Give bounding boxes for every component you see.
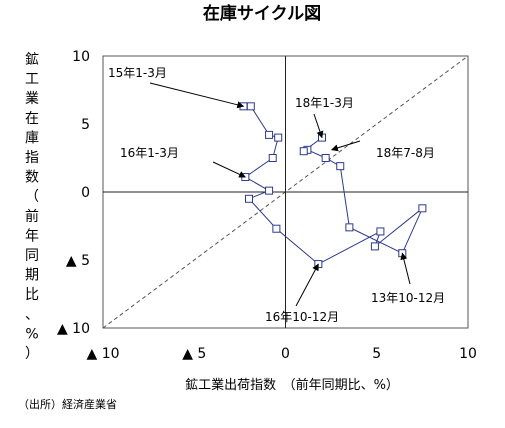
annotation-label: 16年1-3月 bbox=[120, 146, 179, 160]
annotations-group: 15年1-3月 16年1-3月 18年1-3月 18年7-8月 13年10-12月 16年… bbox=[108, 66, 445, 324]
data-point bbox=[345, 223, 354, 232]
y-axis-title-char: % bbox=[25, 326, 38, 342]
chart-title: 在庫サイクル図 bbox=[203, 3, 321, 24]
data-point bbox=[246, 102, 255, 111]
data-point bbox=[274, 133, 283, 142]
data-point bbox=[376, 227, 385, 236]
y-axis-title-char: 同 bbox=[25, 248, 39, 264]
x-tick-label: ▲ 5 bbox=[182, 346, 206, 362]
data-point bbox=[336, 162, 345, 171]
data-point bbox=[418, 204, 427, 213]
y-axis-title-char: 期 bbox=[25, 268, 39, 284]
y-axis-title-char: ） bbox=[25, 346, 39, 362]
y-axis-title-char: （ bbox=[25, 189, 39, 205]
data-point bbox=[321, 154, 330, 162]
y-axis-title-char: 比 bbox=[25, 287, 39, 303]
y-axis-title-char: 在 bbox=[25, 111, 39, 127]
y-axis-title-char: 業 bbox=[25, 91, 39, 107]
y-tick-label: 0 bbox=[81, 185, 90, 201]
y-tick-label: 5 bbox=[81, 117, 90, 133]
data-point bbox=[245, 194, 253, 203]
annotation-label: 18年1-3月 bbox=[295, 96, 354, 110]
series-group bbox=[239, 102, 427, 269]
y-axis-title-char: 庫 bbox=[25, 129, 39, 146]
y-axis-title-char: 、 bbox=[25, 307, 39, 323]
y-axis-title-char: 年 bbox=[25, 228, 39, 244]
x-axis-title: 鉱工業出荷指数 （前年同期比、%） bbox=[185, 377, 399, 393]
x-tick-label: 10 bbox=[459, 346, 477, 362]
data-point bbox=[268, 154, 277, 162]
x-tick-label: ▲ 10 bbox=[86, 346, 119, 362]
y-axis-title-char: 前 bbox=[25, 208, 39, 225]
annotation-arrow bbox=[212, 161, 246, 178]
data-point bbox=[265, 130, 274, 139]
annotation-label: 13年10-12月 bbox=[371, 291, 445, 305]
data-point bbox=[299, 147, 308, 156]
data-point bbox=[265, 186, 274, 195]
y-tick-label: ▲ 10 bbox=[57, 321, 90, 337]
annotation-label: 15年1-3月 bbox=[108, 66, 167, 80]
annotation-arrow bbox=[330, 140, 361, 152]
annotation-arrow bbox=[295, 263, 319, 307]
y-axis-title-char: 指 bbox=[25, 150, 39, 166]
annotation-arrow bbox=[149, 82, 245, 109]
annotation-arrow bbox=[400, 252, 411, 285]
y-axis-title-char: 数 bbox=[25, 170, 39, 186]
y-axis-title-char: 工 bbox=[25, 72, 39, 88]
source-note: （出所）経済産業省 bbox=[18, 397, 117, 411]
annotation-label: 16年10-12月 bbox=[265, 310, 339, 324]
x-tick-labels: ▲ 10 ▲ 5 0 5 10 bbox=[86, 346, 476, 362]
annotation-arrow bbox=[313, 113, 324, 139]
y-tick-label: ▲ 5 bbox=[66, 253, 90, 269]
y-axis-title-char: 鉱 bbox=[25, 51, 39, 68]
y-tick-label: 10 bbox=[72, 49, 90, 65]
x-tick-label: 0 bbox=[281, 346, 290, 362]
data-point bbox=[370, 242, 379, 251]
x-tick-label: 5 bbox=[372, 346, 381, 362]
data-point bbox=[272, 224, 281, 233]
y-tick-labels: 10 5 0 ▲ 5 ▲ 10 bbox=[57, 49, 90, 337]
annotation-label: 18年7-8月 bbox=[376, 146, 435, 160]
series-line bbox=[243, 105, 423, 265]
